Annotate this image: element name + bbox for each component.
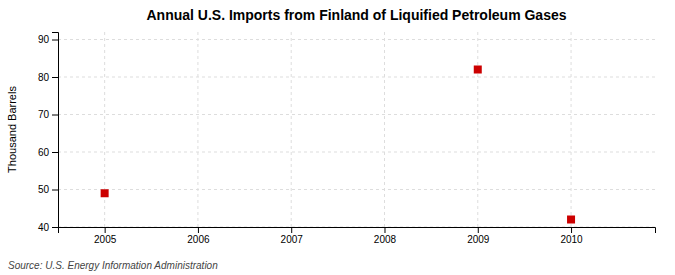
tick-mark [52,227,58,228]
y-axis-label: Thousand Barrels [6,86,18,173]
point [567,216,575,224]
tick: 2007 [281,227,304,245]
annotation: Source: U.S. Energy Information Administ… [8,260,218,271]
grid-line [571,32,572,227]
tick-label: 80 [38,72,50,83]
tick-label: 2010 [560,234,583,245]
tick-label: 50 [38,184,50,195]
grid [58,32,655,227]
tick-mark [571,227,572,233]
tick: 50 [38,184,58,195]
tick-mark [52,40,58,41]
tick: 60 [38,147,58,158]
tick-label: 2006 [187,234,210,245]
tick-mark [52,115,58,116]
grid-line [58,114,655,115]
grid-line [477,32,478,227]
tick-label: 2005 [94,234,117,245]
tick: 2009 [467,227,490,245]
tick-label: 2009 [467,234,490,245]
grid-line [104,32,105,227]
tick-mark [105,227,106,233]
grid-line [58,189,655,190]
tick: 80 [38,72,58,83]
axis-line [52,33,59,228]
tick: 70 [38,109,58,120]
point [101,189,109,197]
tick-mark [478,227,479,233]
tick-mark [52,152,58,153]
point [474,66,482,74]
grid-line [58,39,655,40]
tick-mark [291,227,292,233]
tick-label: 60 [38,147,50,158]
tick: 2006 [187,227,210,245]
tick-label: 90 [38,34,50,45]
grid-line [58,152,655,153]
tick-mark [52,190,58,191]
tick: 2008 [374,227,397,245]
grid-line [291,32,292,227]
tick: 2010 [560,227,583,245]
grid-line [197,32,198,227]
tick-label: 40 [38,222,50,233]
grid-line [58,77,655,78]
points [101,66,575,224]
tick-label: 70 [38,109,50,120]
grid-line [384,32,385,227]
y-axis: 40 50 60 70 80 90 [38,33,59,233]
tick: 90 [38,34,58,45]
title: Annual U.S. Imports from Finland of Liqu… [146,7,566,23]
tick-mark [52,77,58,78]
tick-mark [384,227,385,233]
tick-label: 2007 [281,234,304,245]
plot-area: 2005 2006 2007 2008 2009 2010 40 50 60 70 80 90 [38,32,656,245]
tick-label: 2008 [374,234,397,245]
tick-mark [198,227,199,233]
axis-line [59,228,656,234]
chart: 2005 2006 2007 2008 2009 2010 40 50 60 70 80 90 Annu… [0,0,675,275]
tick: 40 [38,222,58,233]
tick: 2005 [94,227,117,245]
x-axis: 2005 2006 2007 2008 2009 2010 [59,227,656,245]
